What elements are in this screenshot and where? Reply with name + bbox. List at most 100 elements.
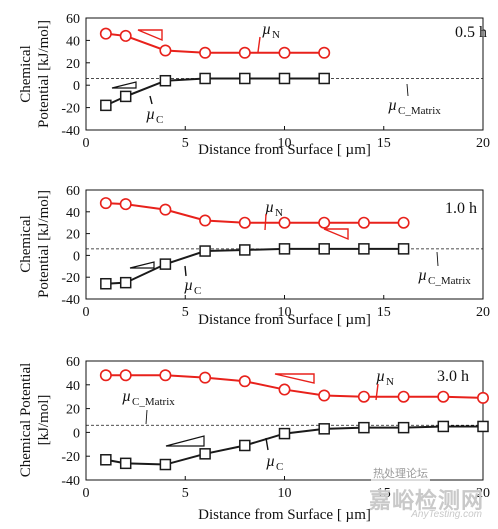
y-tick-label: 20	[66, 57, 80, 72]
mu-n-point	[99, 197, 112, 210]
mu-c-point	[239, 72, 251, 85]
mu-n-point	[119, 369, 132, 382]
mu-n-subscript: N	[275, 207, 283, 219]
mu-c-point	[199, 448, 211, 460]
chart-panel-2: -40 -20 0 20 40 60 0 5 10 15 20 Distance from Surfa…	[18, 355, 490, 523]
mu-c-subscript: C	[156, 114, 163, 126]
mu-n-point	[238, 46, 251, 59]
mu-n-leader	[375, 383, 379, 401]
slope-triangle-mu-n	[274, 373, 315, 384]
mu-c-annotation: µ	[266, 453, 275, 470]
x-tick-label: 0	[83, 305, 90, 320]
mu-c-point	[318, 243, 330, 255]
x-tick-label: 20	[476, 305, 490, 320]
mu-n-point	[476, 391, 489, 404]
mu-c-point	[159, 458, 172, 471]
mu-n-annotation: µ	[376, 368, 385, 385]
mu-c-point	[239, 244, 251, 256]
y-tick-label: 60	[66, 355, 80, 370]
mu-n-point	[199, 46, 212, 59]
mu-n-point	[318, 216, 331, 229]
mu-n-point	[357, 216, 370, 229]
mu-c-subscript: C	[276, 461, 283, 473]
y-tick-label: 60	[66, 12, 80, 27]
mu-n-point	[159, 44, 172, 57]
watermark: 热处理论坛 嘉峪检测网 AnyTesting.com	[330, 465, 490, 525]
mu-n-point	[318, 389, 331, 402]
matrix-annotation: µ	[418, 267, 427, 284]
mu-n-point	[357, 390, 370, 403]
x-tick-label: 5	[182, 305, 189, 320]
matrix-subscript: C_Matrix	[398, 105, 441, 117]
mu-c-point	[100, 277, 112, 290]
mu-c-point	[119, 457, 132, 470]
x-tick-label: 10	[278, 486, 292, 501]
mu-n-point	[238, 375, 251, 388]
y-axis-label: Chemical Potential [kJ/mol]	[18, 190, 52, 298]
mu-c-point	[358, 421, 370, 434]
watermark-badge: 热处理论坛	[371, 465, 430, 481]
mu-n-subscript: N	[386, 376, 394, 388]
x-tick-label: 5	[182, 136, 189, 151]
slope-triangle-mu-n	[137, 29, 163, 42]
x-tick-label: 15	[377, 305, 391, 320]
mu-c-point	[278, 72, 291, 85]
mu-c-subscript: C	[194, 285, 201, 297]
mu-n-point	[119, 198, 132, 211]
mu-n-leader	[264, 213, 267, 231]
time-label: 1.0 h	[445, 200, 477, 217]
mu-n-annotation: µ	[265, 199, 274, 216]
y-tick-label: -20	[61, 102, 80, 117]
mu-c-point	[119, 276, 132, 289]
mu-n-point	[397, 216, 410, 229]
y-axis-label-line1: Chemical Potential	[18, 363, 34, 478]
matrix-leader	[406, 83, 409, 97]
mu-c-point	[119, 90, 132, 103]
x-tick-label: 20	[476, 136, 490, 151]
mu-c-annotation: µ	[184, 277, 193, 294]
y-axis-label: Chemical Potential [kJ/mol]	[18, 363, 52, 478]
mu-n-point	[278, 46, 291, 59]
mu-c-point	[199, 72, 211, 85]
x-axis-label: Distance from Surface [ µm]	[198, 507, 371, 523]
y-tick-label: -20	[61, 271, 80, 286]
mu-n-point	[99, 369, 112, 382]
mu-c-point	[278, 427, 291, 440]
mu-n-point	[397, 390, 410, 403]
series-line-mu-n	[105, 32, 325, 54]
y-axis-label: Chemical Potential [kJ/mol]	[18, 20, 52, 128]
slope-triangle-mu-n	[323, 228, 349, 241]
chart-panel-1: -40 -20 0 20 40 60 0 5 10 15 20 Distance from Surfa…	[18, 184, 490, 328]
mu-c-point	[278, 243, 291, 255]
slope-triangle-mu-c	[129, 261, 155, 269]
mu-n-point	[199, 214, 212, 227]
mu-c-annotation: µ	[146, 106, 155, 123]
time-label: 3.0 h	[437, 368, 469, 385]
y-tick-label: -40	[61, 124, 80, 139]
mu-c-leader	[149, 95, 153, 105]
y-axis-label-line1: Chemical	[18, 45, 34, 102]
mu-n-point	[159, 203, 172, 216]
mu-c-point	[100, 99, 112, 112]
y-tick-label: 0	[73, 426, 80, 441]
mu-c-point	[437, 420, 450, 433]
y-axis-label-line1: Chemical	[18, 215, 34, 272]
time-label: 0.5 h	[455, 24, 487, 41]
mu-c-point	[239, 439, 251, 452]
x-tick-label: 15	[377, 486, 391, 501]
x-tick-label: 5	[182, 486, 189, 501]
slope-triangle-mu-c	[111, 81, 137, 89]
y-axis-label-line2: Potential [kJ/mol]	[36, 20, 52, 128]
matrix-leader	[145, 409, 148, 425]
mu-n-point	[119, 29, 132, 42]
x-tick-label: 10	[278, 136, 292, 151]
chart-panel-0: -40 -20 0 20 40 60 0 5 10 15 20 Distance from Surfa…	[18, 12, 490, 158]
y-axis-label-line2: [kJ/mol]	[36, 395, 52, 446]
matrix-subscript: C_Matrix	[132, 396, 175, 408]
mu-n-annotation: µ	[262, 21, 271, 38]
mu-c-point	[318, 72, 330, 85]
x-tick-label: 20	[476, 486, 490, 501]
y-tick-label: 0	[73, 249, 80, 264]
y-tick-label: 60	[66, 184, 80, 199]
